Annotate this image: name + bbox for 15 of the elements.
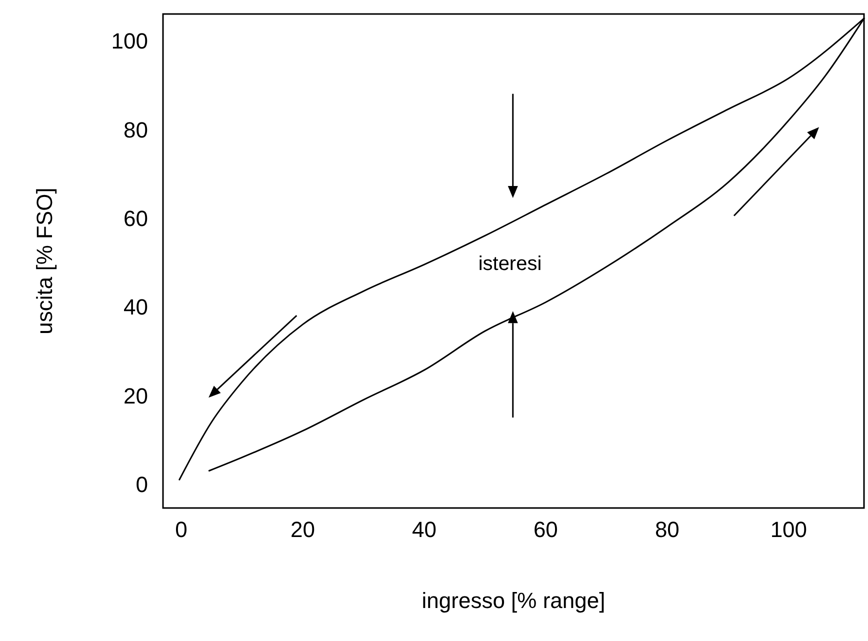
x-axis-title: ingresso [% range] bbox=[422, 588, 606, 613]
y-tick-label: 20 bbox=[124, 383, 148, 408]
x-tick-label: 60 bbox=[533, 517, 558, 542]
x-tick-label: 0 bbox=[175, 517, 188, 542]
y-tick-label: 40 bbox=[124, 294, 148, 320]
y-tick-label: 60 bbox=[124, 206, 148, 231]
x-tick-label: 80 bbox=[654, 517, 680, 542]
x-tick-label: 40 bbox=[412, 517, 436, 542]
x-tick-label: 100 bbox=[770, 517, 808, 542]
x-tick-label: 20 bbox=[290, 517, 315, 542]
y-tick-label: 80 bbox=[124, 117, 148, 142]
y-tick-label: 0 bbox=[136, 472, 148, 498]
y-tick-label: 100 bbox=[111, 28, 148, 54]
y-axis-title: uscita [% FSO] bbox=[32, 188, 57, 334]
annotation: isteresi bbox=[478, 253, 542, 275]
